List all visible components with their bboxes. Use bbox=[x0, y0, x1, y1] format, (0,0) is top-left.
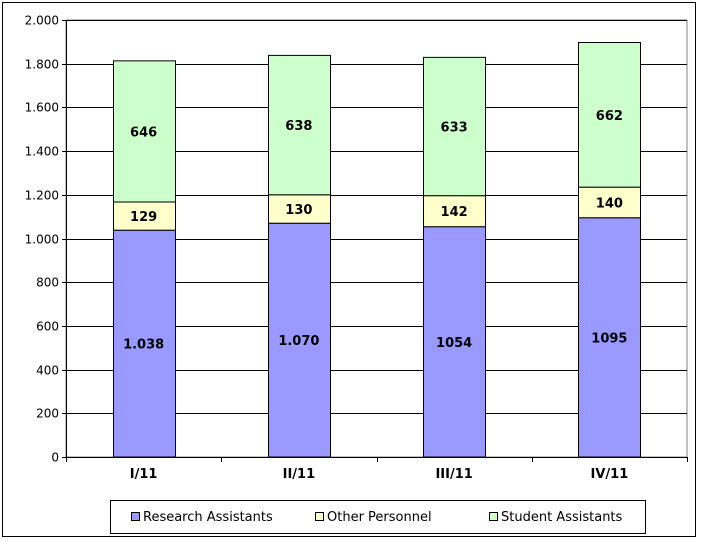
y-tick-label: 1.800 bbox=[25, 58, 59, 72]
data-label: 1054 bbox=[436, 336, 472, 351]
legend: Research Assistants Other Personnel Studen… bbox=[110, 500, 646, 534]
bar-segment bbox=[578, 217, 641, 458]
x-tick-label: II/11 bbox=[283, 467, 316, 482]
chart-frame: 0 200 400 600 800 1.000 1.200 1.400 1.600 1.800 2.… bbox=[2, 2, 696, 537]
y-tick-label: 600 bbox=[36, 320, 59, 334]
legend-swatch bbox=[489, 512, 498, 521]
x-tick-label: IV/11 bbox=[591, 467, 629, 482]
bar-segment bbox=[423, 226, 486, 458]
bar-segment bbox=[113, 201, 176, 231]
data-label: 1.038 bbox=[123, 338, 164, 353]
legend-label: Other Personnel bbox=[327, 510, 432, 525]
data-label: 633 bbox=[441, 121, 468, 136]
data-label: 129 bbox=[130, 210, 157, 225]
data-label: 1095 bbox=[591, 331, 627, 346]
data-label: 142 bbox=[441, 205, 468, 220]
bar-segment bbox=[423, 195, 486, 228]
legend-label: Student Assistants bbox=[501, 510, 623, 525]
legend-swatch bbox=[131, 512, 140, 521]
y-tick-label: 1.600 bbox=[25, 101, 59, 115]
y-tick-label: 2.000 bbox=[25, 14, 59, 28]
bar-segment bbox=[113, 60, 176, 203]
legend-box bbox=[110, 500, 646, 534]
bar-segment bbox=[578, 186, 641, 219]
legend-label: Research Assistants bbox=[143, 510, 273, 525]
y-tick-label: 400 bbox=[36, 364, 59, 378]
bar-segment bbox=[423, 56, 486, 197]
y-tick-label: 0 bbox=[51, 451, 59, 465]
x-tick-label: I/11 bbox=[130, 467, 158, 482]
bar-segment bbox=[113, 229, 176, 458]
y-tick-label: 1.000 bbox=[25, 233, 59, 247]
data-label: 130 bbox=[285, 203, 312, 218]
data-label: 662 bbox=[596, 109, 623, 124]
y-tick-label: 1.400 bbox=[25, 145, 59, 159]
legend-swatch bbox=[315, 512, 324, 521]
axes: 0 200 400 600 800 1.000 1.200 1.400 1.600 1.800 2.… bbox=[25, 14, 688, 482]
data-label: 140 bbox=[596, 196, 623, 211]
bars bbox=[113, 42, 641, 458]
y-tick-label: 800 bbox=[36, 276, 59, 290]
data-labels: 1.038 129 646 1.070 130 638 1054 142 633 1095 140 6… bbox=[123, 109, 627, 353]
data-label: 1.070 bbox=[278, 334, 319, 349]
bar-segment bbox=[578, 42, 641, 188]
data-label: 646 bbox=[130, 125, 157, 140]
stacked-bar-chart: 0 200 400 600 800 1.000 1.200 1.400 1.600 1.800 2.… bbox=[25, 14, 688, 534]
data-label: 638 bbox=[285, 119, 312, 134]
bar-segment bbox=[268, 222, 331, 458]
bar-segment bbox=[268, 54, 331, 196]
bar-segment bbox=[268, 194, 331, 224]
y-tick-label: 200 bbox=[36, 407, 59, 421]
y-tick-label: 1.200 bbox=[25, 189, 59, 203]
x-tick-label: III/11 bbox=[435, 467, 472, 482]
